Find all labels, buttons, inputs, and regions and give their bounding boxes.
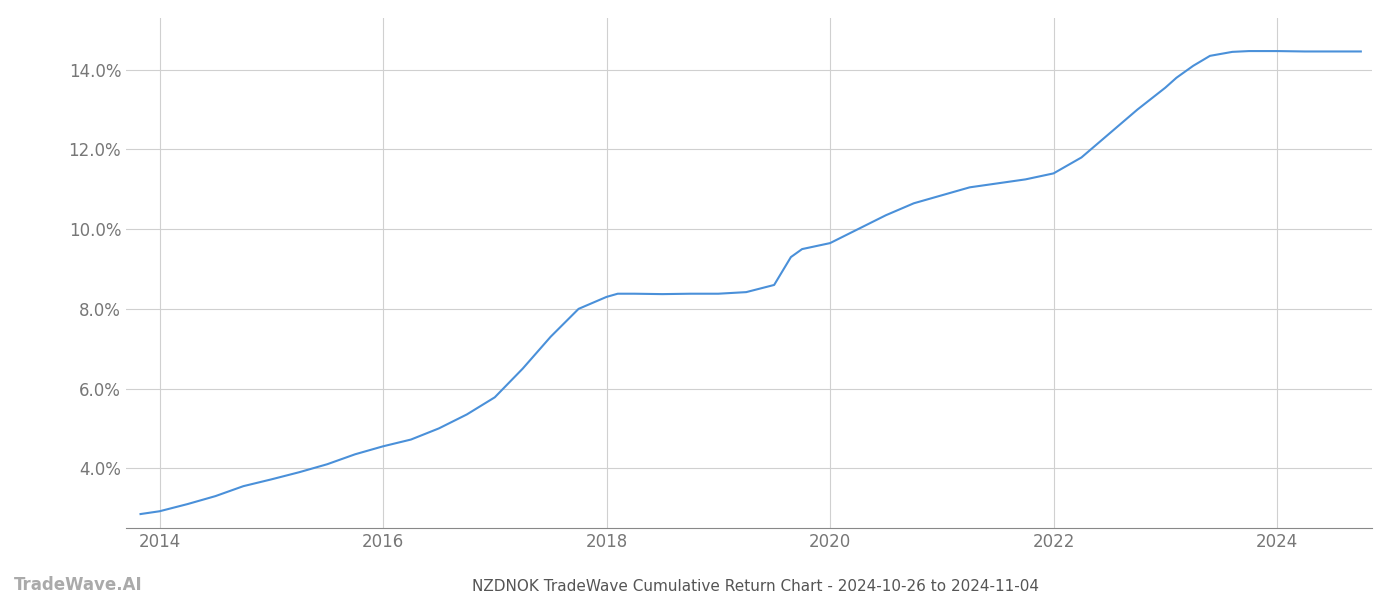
Text: NZDNOK TradeWave Cumulative Return Chart - 2024-10-26 to 2024-11-04: NZDNOK TradeWave Cumulative Return Chart… [473, 579, 1039, 594]
Text: TradeWave.AI: TradeWave.AI [14, 576, 143, 594]
